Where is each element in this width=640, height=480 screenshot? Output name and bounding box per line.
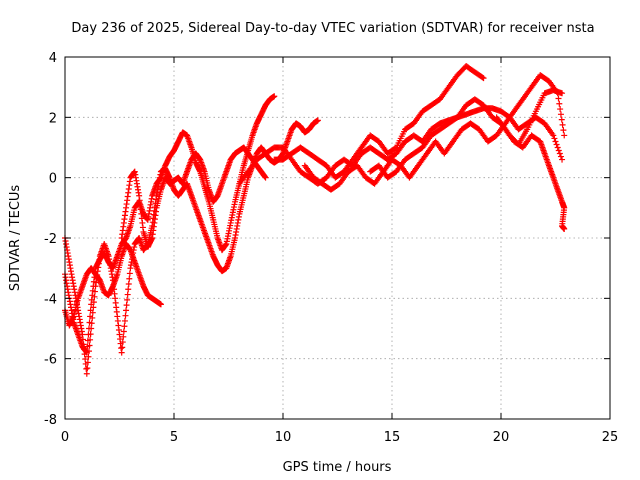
data-point <box>87 331 94 338</box>
data-point <box>121 317 128 324</box>
data-point <box>125 281 132 288</box>
x-tick-label: 15 <box>384 430 401 445</box>
series-track-6 <box>271 63 487 181</box>
y-tick-label: 4 <box>49 51 57 66</box>
data-point <box>121 323 128 330</box>
data-point <box>84 365 91 372</box>
data-point <box>89 314 96 321</box>
data-point <box>91 293 98 300</box>
data-point <box>126 270 133 277</box>
data-point <box>557 106 564 113</box>
data-point <box>123 302 130 309</box>
data-point <box>559 156 566 163</box>
data-point <box>314 117 321 124</box>
data-point <box>119 339 126 346</box>
data-point <box>262 174 269 181</box>
chart-title: Day 236 of 2025, Sidereal Day-to-day VTE… <box>71 21 594 36</box>
data-point <box>480 75 487 82</box>
data-point <box>392 145 399 152</box>
data-point <box>88 320 95 327</box>
axis-ticks <box>64 56 611 420</box>
data-point <box>555 147 562 154</box>
data-points <box>62 63 568 377</box>
series-track-3 <box>62 241 164 329</box>
x-tick-label: 25 <box>602 430 619 445</box>
x-tick-label: 10 <box>275 430 292 445</box>
data-point <box>550 132 557 139</box>
data-point <box>125 286 132 293</box>
data-point <box>120 328 127 335</box>
data-point <box>122 312 129 319</box>
data-point <box>91 288 98 295</box>
data-point <box>85 348 92 355</box>
data-point <box>553 141 560 148</box>
data-point <box>479 74 486 81</box>
data-point <box>559 121 566 128</box>
y-axis-label: SDTVAR / TECUs <box>8 185 23 292</box>
y-tick-label: -8 <box>44 413 57 428</box>
data-point <box>84 359 91 366</box>
y-tick-label: -4 <box>44 292 57 307</box>
series-track-8 <box>367 87 566 181</box>
data-point <box>157 301 164 308</box>
x-tick-label: 0 <box>61 430 69 445</box>
data-point <box>556 100 563 107</box>
data-point <box>557 153 564 160</box>
data-point <box>558 116 565 123</box>
x-tick-labels: 0 5 10 15 20 25 <box>61 430 618 445</box>
data-point <box>89 309 96 316</box>
data-point <box>86 342 93 349</box>
y-tick-label: 0 <box>49 172 57 187</box>
data-point <box>124 296 131 303</box>
series-track-9 <box>493 114 568 232</box>
data-point <box>90 299 97 306</box>
data-point <box>560 127 567 134</box>
data-point <box>556 150 563 157</box>
y-tick-labels: -8 -6 -4 -2 0 2 4 <box>44 51 57 428</box>
data-point <box>561 132 568 139</box>
data-point <box>88 325 95 332</box>
x-axis-label: GPS time / hours <box>283 460 392 475</box>
data-point <box>559 90 566 97</box>
series-track-7 <box>301 72 568 193</box>
y-tick-label: 2 <box>49 111 57 126</box>
data-point <box>118 349 125 356</box>
y-tick-label: -2 <box>44 232 57 247</box>
data-point <box>119 344 126 351</box>
data-point <box>85 353 92 360</box>
data-point <box>554 144 561 151</box>
data-point <box>83 370 90 377</box>
y-tick-label: -6 <box>44 353 57 368</box>
x-tick-label: 5 <box>170 430 178 445</box>
data-point <box>557 111 564 118</box>
data-point <box>120 333 127 340</box>
data-point <box>271 93 278 100</box>
series-track-1 <box>62 93 278 356</box>
data-point <box>551 135 558 142</box>
data-point <box>552 138 559 145</box>
data-point <box>90 304 97 311</box>
data-point <box>123 307 130 314</box>
data-point <box>561 225 568 232</box>
data-point <box>124 291 131 298</box>
data-point <box>126 275 133 282</box>
x-tick-label: 20 <box>493 430 510 445</box>
data-point <box>555 95 562 102</box>
data-point <box>87 336 94 343</box>
